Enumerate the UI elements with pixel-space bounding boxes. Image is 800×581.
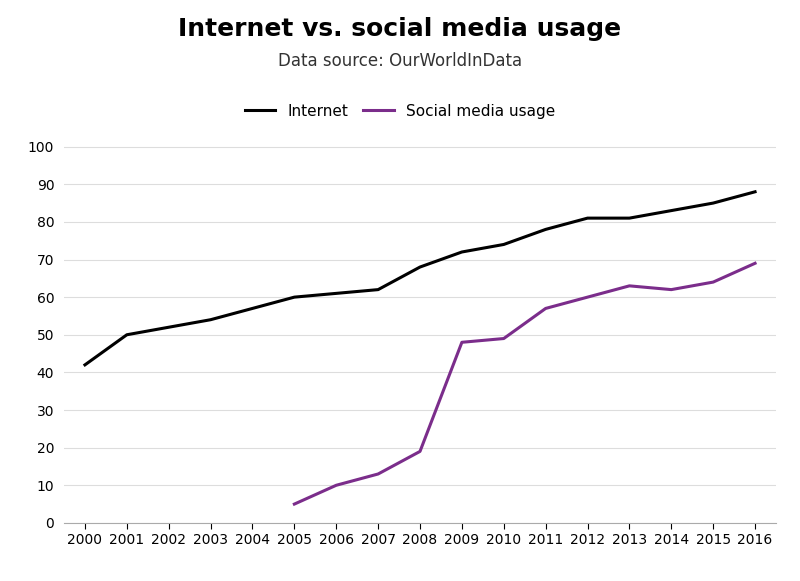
Social media usage xyxy=(750,260,760,267)
Internet xyxy=(248,305,258,312)
Internet xyxy=(206,316,215,323)
Social media usage xyxy=(415,448,425,455)
Social media usage xyxy=(331,482,341,489)
Internet xyxy=(415,264,425,271)
Social media usage xyxy=(582,293,592,300)
Internet xyxy=(290,293,299,300)
Social media usage xyxy=(625,282,634,289)
Social media usage xyxy=(290,501,299,508)
Internet xyxy=(457,249,466,256)
Internet xyxy=(499,241,509,248)
Internet xyxy=(582,214,592,221)
Line: Social media usage: Social media usage xyxy=(294,263,755,504)
Social media usage xyxy=(541,305,550,312)
Line: Internet: Internet xyxy=(85,192,755,365)
Social media usage xyxy=(499,335,509,342)
Social media usage xyxy=(666,286,676,293)
Text: Internet vs. social media usage: Internet vs. social media usage xyxy=(178,17,622,41)
Internet xyxy=(164,324,174,331)
Text: Data source: OurWorldInData: Data source: OurWorldInData xyxy=(278,52,522,70)
Internet xyxy=(80,361,90,368)
Social media usage xyxy=(457,339,466,346)
Internet xyxy=(708,200,718,207)
Internet xyxy=(122,331,132,338)
Internet xyxy=(374,286,383,293)
Internet xyxy=(750,188,760,195)
Internet xyxy=(331,290,341,297)
Internet xyxy=(541,226,550,233)
Internet xyxy=(625,214,634,221)
Legend: Internet, Social media usage: Internet, Social media usage xyxy=(238,98,562,125)
Internet xyxy=(666,207,676,214)
Social media usage xyxy=(374,471,383,478)
Social media usage xyxy=(708,279,718,286)
